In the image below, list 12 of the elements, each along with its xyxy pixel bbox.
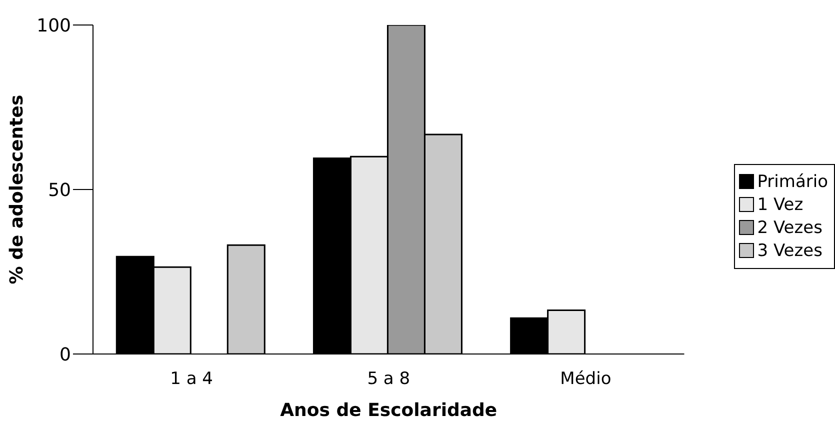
x-tick-label: 1 a 4 <box>170 369 213 390</box>
x-axis-title: Anos de Escolaridade <box>280 400 498 421</box>
x-tick-label: Médio <box>560 369 612 390</box>
y-axis-title: % de adolescentes <box>6 94 28 284</box>
legend-label: 1 Vez <box>757 194 804 214</box>
y-tick-label: 0 <box>60 344 71 366</box>
y-tick-label: 100 <box>36 15 71 36</box>
legend-label: Primário <box>757 172 828 192</box>
legend-label: 3 Vezes <box>757 240 822 260</box>
legend-label: 2 Vezes <box>757 218 822 238</box>
x-tick-label: 5 a 8 <box>367 369 410 390</box>
y-tick-label: 50 <box>48 180 71 201</box>
